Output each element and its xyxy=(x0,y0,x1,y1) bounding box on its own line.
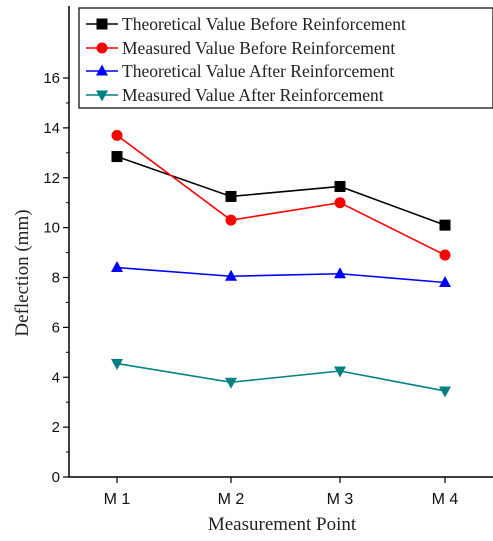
x-tick-label: M 1 xyxy=(104,491,131,508)
data-point xyxy=(334,267,346,279)
data-point xyxy=(439,386,451,398)
y-tick-label: 16 xyxy=(43,70,60,87)
tick-labels: 0 2 4 6 8 10 12 14 16 M 1 M 2 M 3 M 4 xyxy=(43,70,458,508)
legend-entry: Theoretical Value Before Reinforcement xyxy=(86,14,406,34)
legend-box xyxy=(78,7,493,109)
series-line xyxy=(116,134,446,256)
series-line xyxy=(116,155,446,226)
data-point xyxy=(334,180,346,192)
x-axis-label: Measurement Point xyxy=(208,514,357,535)
y-tick-label: 10 xyxy=(43,220,60,237)
series-4 xyxy=(111,359,451,398)
y-tick-label: 12 xyxy=(43,170,60,187)
data-point xyxy=(111,151,123,163)
legend-entry: Measured Value After Reinforcement xyxy=(86,85,384,105)
legend-label: Theoretical Value Before Reinforcement xyxy=(122,14,406,34)
series-1 xyxy=(111,151,451,231)
data-point xyxy=(111,359,123,371)
y-tick-label: 8 xyxy=(52,270,60,287)
legend-entry: Measured Value Before Reinforcement xyxy=(86,38,395,58)
data-point xyxy=(96,90,108,102)
x-tick-label: M 3 xyxy=(327,491,354,508)
data-point xyxy=(225,269,237,281)
data-point xyxy=(111,129,123,141)
data-point xyxy=(225,214,237,226)
data-point xyxy=(96,64,108,76)
data-point xyxy=(225,190,237,202)
data-point xyxy=(439,219,451,231)
data-point xyxy=(439,275,451,287)
x-tick-label: M 2 xyxy=(218,491,245,508)
data-point xyxy=(334,366,346,378)
legend-label: Measured Value After Reinforcement xyxy=(122,85,384,105)
data-point xyxy=(225,377,237,389)
x-tick-label: M 4 xyxy=(432,491,459,508)
legend-label: Theoretical Value After Reinforcement xyxy=(122,61,394,81)
y-tick-label: 2 xyxy=(52,419,60,436)
series-line xyxy=(116,266,446,284)
y-tick-label: 4 xyxy=(52,369,60,386)
legend-entry: Theoretical Value After Reinforcement xyxy=(86,61,394,81)
y-tick-label: 14 xyxy=(43,120,60,137)
y-tick-label: 0 xyxy=(52,469,60,486)
legend-label: Measured Value Before Reinforcement xyxy=(122,38,395,58)
data-point xyxy=(96,18,108,30)
legend: Theoretical Value Before Reinforcement Me… xyxy=(78,7,493,109)
series-2 xyxy=(111,129,451,261)
y-axis-label: Deflection (mm) xyxy=(12,209,33,336)
data-point xyxy=(96,42,108,54)
data-point xyxy=(334,197,346,209)
series-line xyxy=(116,362,446,392)
data-point xyxy=(439,249,451,261)
series-group xyxy=(111,129,451,398)
y-tick-label: 6 xyxy=(52,319,60,336)
series-3 xyxy=(111,261,451,287)
data-point xyxy=(111,261,123,273)
axes xyxy=(63,6,493,483)
